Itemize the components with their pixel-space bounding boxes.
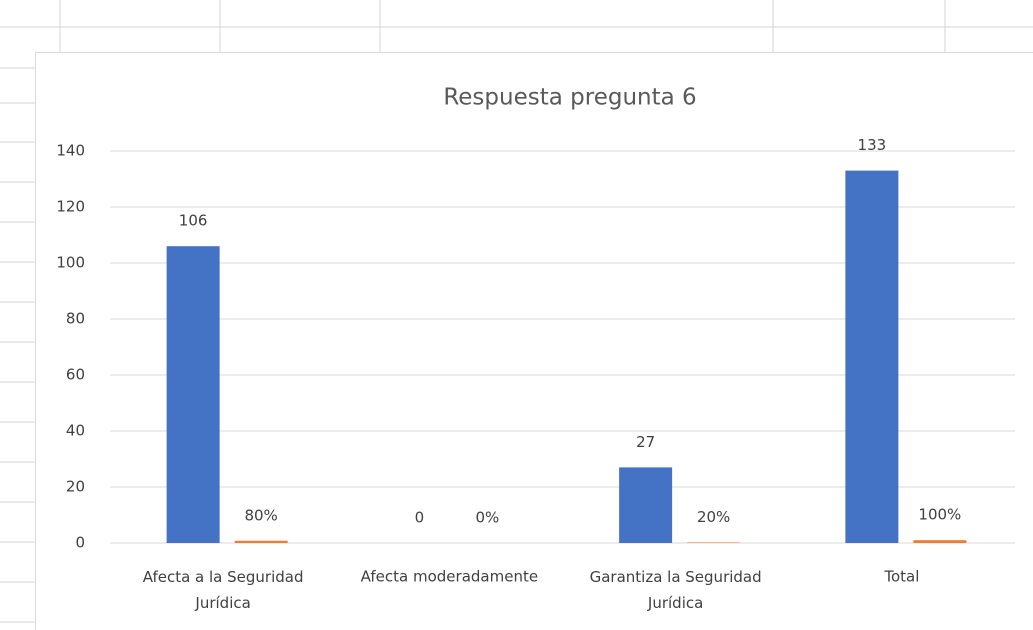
- bar: [687, 542, 741, 543]
- y-tick-label: 60: [66, 366, 85, 384]
- chart-title: Respuesta pregunta 6: [443, 85, 696, 111]
- y-tick-label: 100: [56, 254, 85, 272]
- data-label: 80%: [244, 506, 277, 524]
- bar: [166, 246, 220, 543]
- data-label: 20%: [697, 508, 730, 526]
- data-label: 27: [636, 433, 655, 451]
- bar: [913, 540, 967, 543]
- bar: [234, 540, 288, 543]
- y-tick-label: 120: [56, 198, 85, 216]
- x-tick-label: Garantiza la Seguridad Jurídica: [590, 568, 762, 612]
- y-tick-label: 80: [66, 310, 85, 328]
- data-label: 133: [858, 136, 887, 154]
- data-label: 106: [179, 212, 208, 230]
- data-label: 100%: [918, 506, 961, 524]
- x-tick-label: Afecta moderadamente: [361, 568, 538, 586]
- x-tick-label: Total: [883, 568, 919, 586]
- data-label: 0: [415, 509, 425, 527]
- bar: [619, 467, 673, 543]
- y-tick-label: 40: [66, 422, 85, 440]
- y-tick-label: 140: [56, 142, 85, 160]
- y-tick-label: 20: [66, 478, 85, 496]
- y-tick-label: 0: [75, 534, 85, 552]
- data-label: 0%: [475, 509, 499, 527]
- bar: [845, 170, 899, 543]
- x-tick-label: Afecta a la Seguridad Jurídica: [143, 568, 304, 612]
